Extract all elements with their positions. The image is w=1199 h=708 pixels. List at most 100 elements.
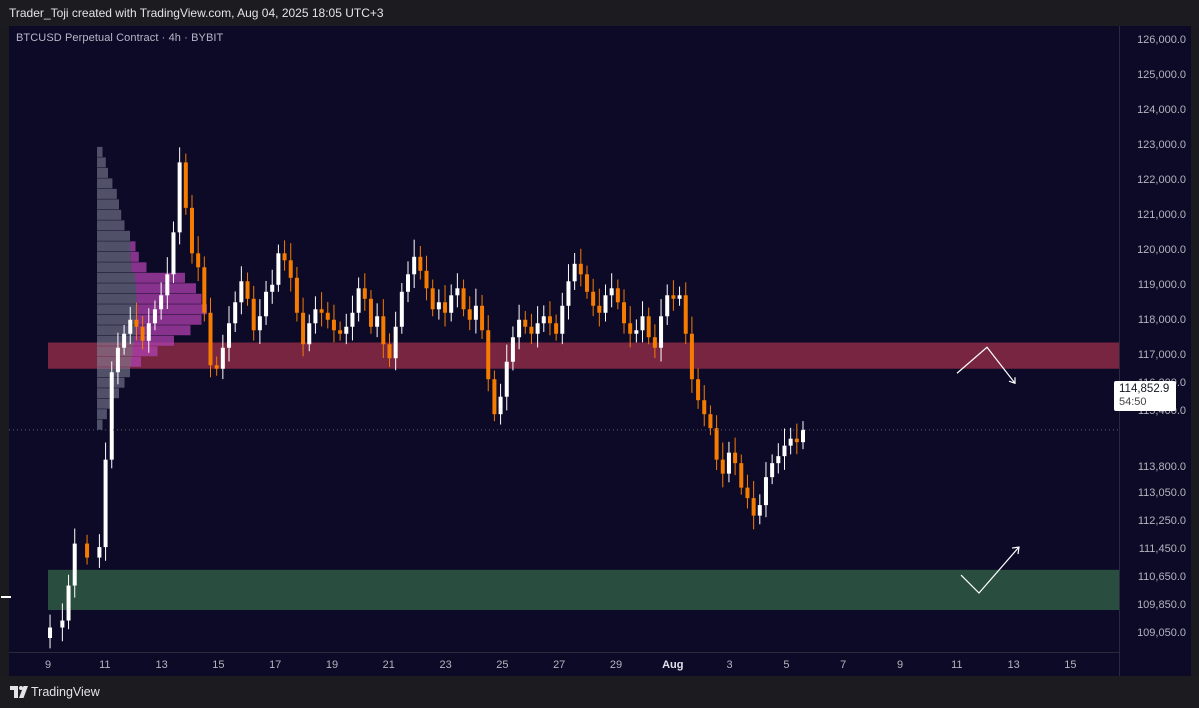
candle-body [461, 288, 466, 310]
candle-body [455, 288, 460, 296]
price-tick-label: 124,000.0 [1137, 103, 1186, 116]
candle-body [603, 295, 608, 313]
attribution-text: Trader_Toji created with TradingView.com… [9, 6, 384, 20]
candle-body [97, 547, 102, 558]
footer-brand: TradingView [31, 685, 100, 699]
candle-body [733, 452, 738, 464]
candle-body [301, 312, 306, 345]
candle-body [412, 256, 417, 275]
time-tick-label: 5 [783, 659, 790, 671]
candle-body [103, 459, 108, 548]
price-tick-label: 119,000.0 [1137, 278, 1186, 291]
candle-body [152, 309, 157, 324]
volume-profile-bar [97, 146, 103, 157]
support-zone [48, 569, 1119, 611]
time-tick-label: 15 [212, 659, 225, 671]
candle-body [177, 162, 182, 233]
volume-profile-bar [97, 178, 113, 189]
candle-body [665, 295, 670, 317]
volume-profile-bar [134, 335, 174, 346]
price-tick-label: 118,000.0 [1137, 313, 1186, 326]
volume-profile-bar [97, 241, 131, 252]
candle-body [529, 326, 534, 334]
volume-profile-bar [137, 304, 207, 315]
volume-profile-bar [97, 209, 122, 220]
chart-frame[interactable]: BTCUSD Perpetual Contract · 4h · BYBIT 1… [9, 26, 1191, 676]
time-tick-label: 7 [840, 659, 847, 671]
candle-body [202, 267, 207, 313]
volume-profile-bar [135, 272, 185, 283]
candle-body [307, 323, 312, 345]
support-bounce-arrow [960, 546, 1020, 594]
candle-body [628, 323, 633, 334]
candle-body [677, 295, 682, 299]
volume-profile-bar [97, 398, 113, 409]
price-tick-label: 112,250.0 [1137, 514, 1186, 527]
time-tick-label: 15 [1064, 659, 1077, 671]
candle-body [560, 305, 565, 334]
candle-body [399, 291, 404, 327]
candle-body [387, 344, 392, 359]
candle-body [134, 319, 139, 327]
candle-body [720, 459, 725, 474]
price-scale[interactable]: 126,000.0 125,000.0 124,000.0 123,000.0 122,… [1119, 26, 1192, 676]
candle-body [331, 319, 336, 331]
tradingview-logo-icon [10, 686, 28, 698]
time-tick-label: 11 [951, 659, 963, 671]
candle-body [714, 428, 719, 460]
candle-body [319, 309, 324, 313]
candle-body [646, 316, 651, 338]
candle-body [782, 445, 787, 457]
time-tick-label: 27 [553, 659, 566, 671]
price-tick-label: 123,000.0 [1137, 138, 1186, 151]
volume-profile-bar [97, 157, 106, 168]
volume-profile-bar [130, 251, 139, 262]
volume-profile-bar [97, 388, 119, 399]
time-scale[interactable]: 9 11 13 15 17 19 21 23 25 27 29 Aug 3 5 7 9 11 13 15 [9, 652, 1119, 677]
volume-profile-bar [97, 272, 135, 283]
candle-body [615, 288, 620, 303]
candle-body [196, 253, 201, 268]
candle-body [708, 414, 713, 429]
candle-body [794, 438, 799, 443]
candle-body [486, 330, 491, 380]
price-plot[interactable] [9, 26, 1119, 652]
candle-body [541, 316, 546, 324]
time-tick-label: 23 [439, 659, 452, 671]
time-tick-label: 9 [896, 659, 904, 671]
price-tick-label: 113,800.0 [1137, 460, 1186, 473]
candle-body [492, 379, 497, 415]
candle-body [171, 232, 176, 275]
candle-body [220, 347, 225, 369]
volume-profile-bar [130, 241, 136, 252]
candle-body [189, 207, 194, 254]
footer-bar: TradingView [0, 676, 1199, 708]
price-tick-label: 117,000.0 [1137, 348, 1186, 361]
candle-body [436, 302, 441, 310]
candle-body [640, 316, 645, 331]
time-tick-label: 19 [325, 659, 339, 671]
candle-body [251, 298, 256, 331]
candle-body [257, 316, 262, 331]
time-tick-label: 25 [496, 659, 509, 671]
candle-body [381, 316, 386, 345]
candle-body [591, 291, 596, 306]
candle-body [128, 319, 133, 334]
candle-body [622, 302, 627, 324]
candle-body [498, 396, 503, 415]
volume-profile-bar [97, 419, 103, 430]
volume-profile-bar [97, 356, 131, 367]
time-tick-label: 3 [726, 659, 733, 671]
volume-profile-bar [97, 167, 108, 178]
price-tick-label: 109,850.0 [1137, 598, 1186, 611]
candle-body [109, 372, 114, 460]
volume-profile-bar [131, 262, 147, 273]
time-tick-label: 13 [155, 659, 168, 671]
volume-profile-bar [97, 188, 117, 199]
candle-body [424, 270, 429, 289]
candle-body [523, 319, 528, 327]
volume-profile-bar [97, 230, 130, 241]
candle-body [227, 323, 232, 348]
candle-body [745, 487, 750, 499]
symbol-title: BTCUSD Perpetual Contract · 4h · BYBIT [16, 32, 224, 44]
